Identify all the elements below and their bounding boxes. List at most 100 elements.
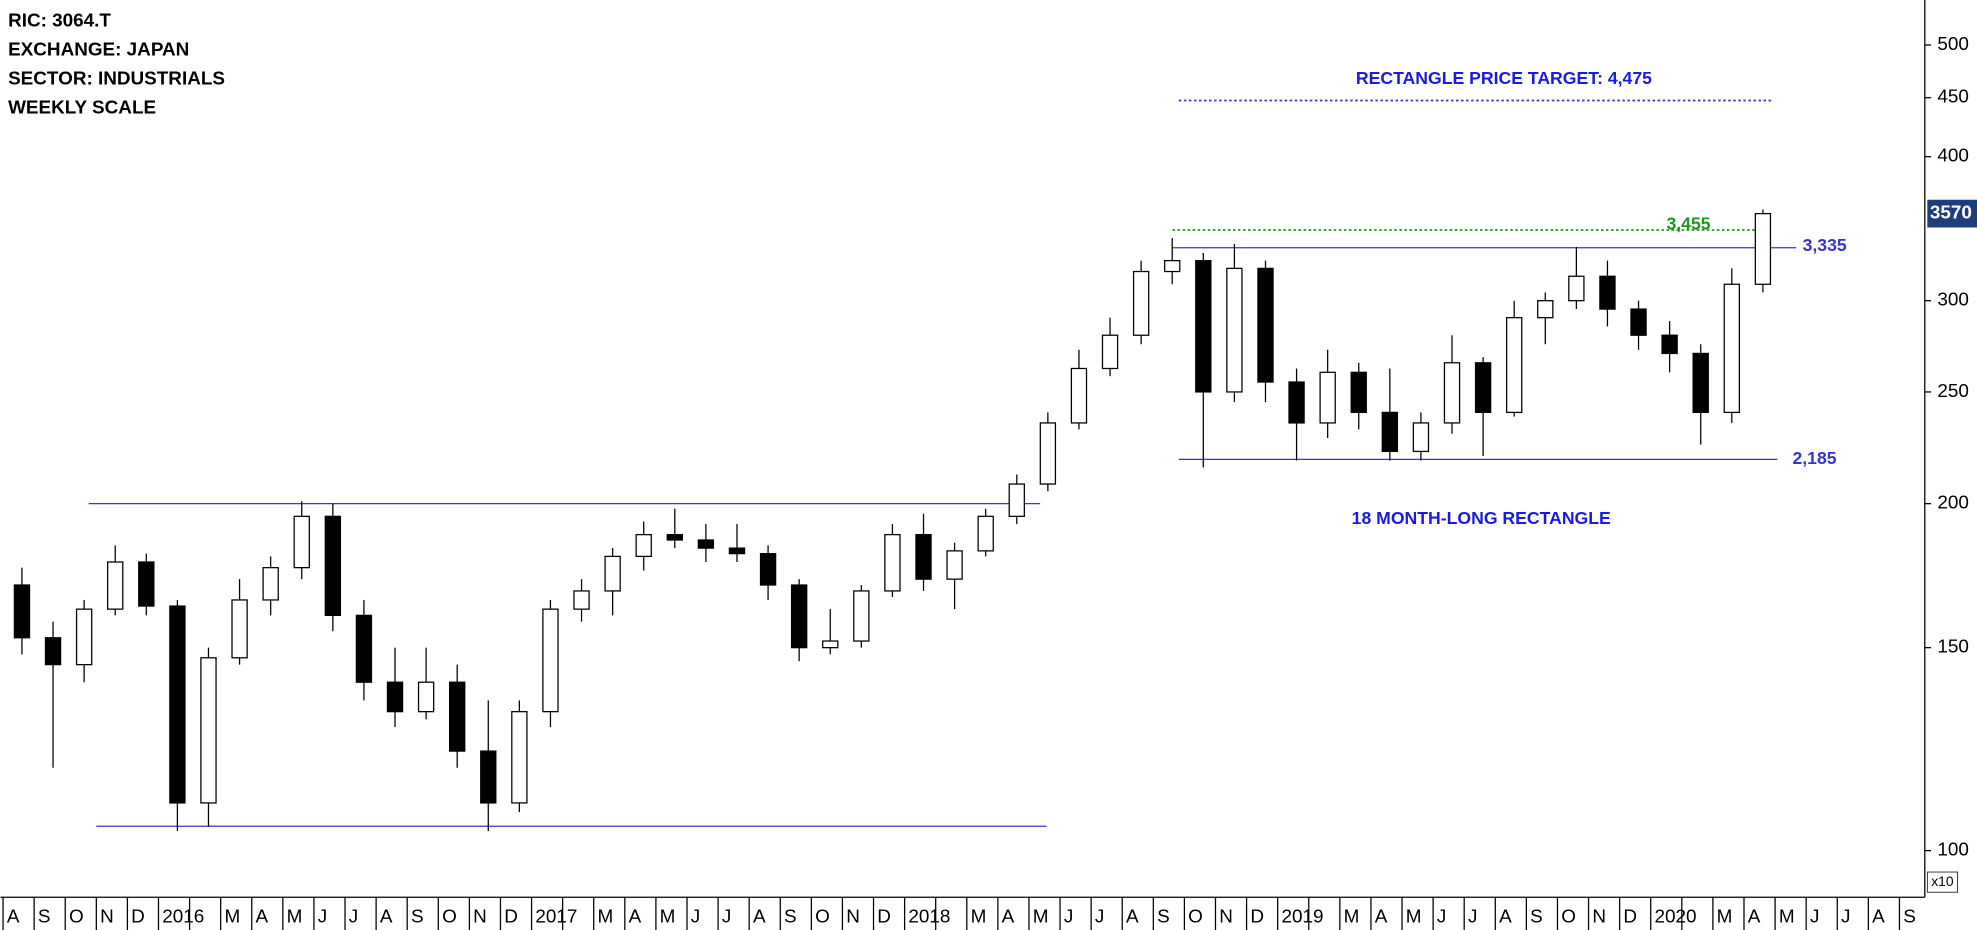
candle-body xyxy=(604,555,621,592)
candle-body xyxy=(1412,422,1430,453)
x-tick-label: N xyxy=(846,906,860,927)
x-tick-label: J xyxy=(1841,906,1850,927)
candle-body xyxy=(1599,275,1616,310)
x-tick-label: 2020 xyxy=(1655,906,1697,927)
x-tick-label: J xyxy=(691,906,700,927)
candle-body xyxy=(1132,270,1150,336)
x-tick-label: A xyxy=(1126,906,1139,927)
x-tick-label: M xyxy=(1344,906,1360,927)
candle-body xyxy=(200,657,217,804)
candle-body xyxy=(1474,362,1492,414)
y-tick-label: 200 xyxy=(1937,493,1969,514)
x-tick-label: J xyxy=(1064,906,1073,927)
x-tick-label: M xyxy=(1779,906,1795,927)
candle-body xyxy=(822,640,839,649)
x-tick-label: A xyxy=(7,906,20,927)
candle-body xyxy=(666,534,683,541)
x-tick-label: J xyxy=(1810,906,1819,927)
candle-body xyxy=(480,750,497,804)
candle-body xyxy=(417,681,435,713)
x-tick-label: M xyxy=(287,906,303,927)
candle-body xyxy=(138,561,155,607)
x-tick-label: S xyxy=(1530,906,1543,927)
x-tick-label: A xyxy=(1375,906,1388,927)
level-label: 2,185 xyxy=(1792,448,1836,468)
x-tick-label: D xyxy=(131,906,145,927)
x-tick-label: D xyxy=(504,906,518,927)
candle-body xyxy=(1008,483,1025,517)
x-tick-label: J xyxy=(1468,906,1477,927)
x-tick-label: S xyxy=(1157,906,1170,927)
x-tick-label: O xyxy=(815,906,830,927)
candle-body xyxy=(1319,371,1336,424)
x-tick-label: 2017 xyxy=(535,906,577,927)
candle-body xyxy=(355,614,373,683)
candle-body xyxy=(448,681,466,752)
header-line: RIC: 3064.T xyxy=(8,10,111,31)
header-line: SECTOR: INDUSTRIALS xyxy=(8,68,225,89)
x-tick-label: A xyxy=(1499,906,1512,927)
x-tick-label: A xyxy=(380,906,393,927)
x-tick-label: A xyxy=(256,906,269,927)
x-tick-label: J xyxy=(349,906,358,927)
header-line: EXCHANGE: JAPAN xyxy=(8,39,189,60)
x-tick-label: M xyxy=(1033,906,1049,927)
x-tick-label: A xyxy=(1748,906,1761,927)
x-tick-label: S xyxy=(38,906,51,927)
candle-body xyxy=(573,590,590,610)
candle-body xyxy=(790,584,808,649)
level-label: 3,335 xyxy=(1803,235,1847,255)
candle-body xyxy=(728,547,746,555)
candle-body xyxy=(1070,367,1088,424)
candle-body xyxy=(75,608,93,666)
x-tick-label: J xyxy=(1095,906,1104,927)
x-tick-label: 2019 xyxy=(1281,906,1323,927)
header-line: WEEKLY SCALE xyxy=(8,97,156,118)
annotation: RECTANGLE PRICE TARGET: 4,475 xyxy=(1356,68,1652,88)
candle-body xyxy=(1630,308,1647,336)
candle-body xyxy=(1537,300,1554,319)
annotation: 18 MONTH-LONG RECTANGLE xyxy=(1352,508,1611,528)
x-tick-label: S xyxy=(411,906,424,927)
candle-body xyxy=(1723,283,1740,414)
x-tick-label: M xyxy=(224,906,240,927)
candle-body xyxy=(511,711,528,804)
x-tick-label: D xyxy=(1250,906,1264,927)
candle-body xyxy=(1195,259,1212,393)
candle-body xyxy=(946,550,963,580)
candle-body xyxy=(1661,334,1678,355)
candle-body xyxy=(13,584,31,639)
x-tick-label: J xyxy=(1437,906,1446,927)
candle-body xyxy=(884,534,901,592)
candle-body xyxy=(542,608,559,713)
multiplier-box xyxy=(1926,871,1958,893)
x-tick-label: M xyxy=(971,906,987,927)
candle-body xyxy=(1350,371,1367,414)
candle-body xyxy=(1443,362,1461,424)
candle-body xyxy=(169,605,186,804)
candle-body xyxy=(107,561,124,610)
candle-body xyxy=(1381,411,1399,453)
y-tick-label: 100 xyxy=(1937,840,1969,861)
x-tick-label: D xyxy=(877,906,891,927)
x-tick-label: J xyxy=(318,906,327,927)
x-tick-label: M xyxy=(598,906,614,927)
candle-body xyxy=(1288,381,1305,424)
x-tick-label: M xyxy=(1717,906,1733,927)
candle-body xyxy=(1039,422,1057,485)
x-tick-label: N xyxy=(473,906,487,927)
y-tick-label: 450 xyxy=(1937,87,1969,108)
candle-body xyxy=(1257,267,1274,383)
x-tick-label: O xyxy=(1561,906,1576,927)
x-tick-label: J xyxy=(722,906,731,927)
x-tick-label: O xyxy=(69,906,84,927)
y-tick-label: 400 xyxy=(1937,146,1969,167)
candle-body xyxy=(293,515,310,569)
candle-body xyxy=(262,567,279,601)
candle-body xyxy=(853,590,870,642)
y-tick-label: 250 xyxy=(1937,381,1969,402)
x-tick-label: S xyxy=(1903,906,1916,927)
x-tick-label: S xyxy=(784,906,797,927)
x-tick-label: M xyxy=(660,906,676,927)
